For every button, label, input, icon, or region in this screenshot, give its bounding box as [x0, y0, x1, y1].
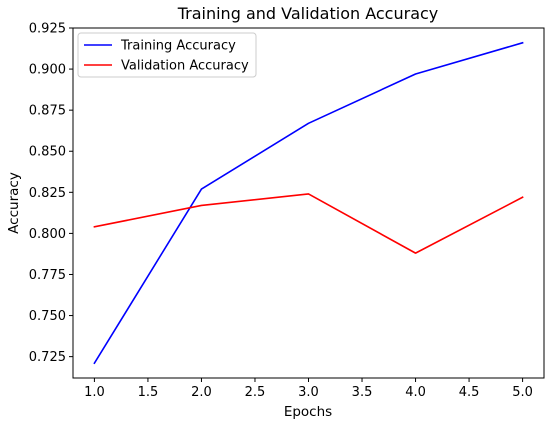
legend-label-validation: Validation Accuracy — [121, 59, 249, 74]
series-line-training — [93, 41, 524, 365]
x-tick-label: 1.5 — [138, 385, 159, 400]
y-tick-label: 0.925 — [29, 22, 66, 37]
x-tick-label: 1.0 — [84, 385, 105, 400]
x-tick-label: 4.0 — [405, 385, 426, 400]
y-tick-label: 0.850 — [29, 145, 66, 160]
y-tick-label: 0.775 — [29, 268, 66, 283]
y-tick-label: 0.900 — [29, 63, 66, 78]
y-axis-label: Accuracy — [6, 172, 22, 234]
x-tick-label: 3.5 — [352, 385, 373, 400]
x-axis-label: Epochs — [284, 404, 332, 420]
legend-box — [77, 32, 257, 78]
legend: Training Accuracy Validation Accuracy — [77, 32, 257, 78]
series-line-validation — [93, 193, 524, 254]
x-axis-ticks: 1.0 1.5 2.0 2.5 3.0 3.5 4.0 4.5 5.0 — [84, 378, 533, 400]
y-tick-label: 0.825 — [29, 186, 66, 201]
x-tick-label: 2.0 — [191, 385, 212, 400]
series-lines — [93, 41, 524, 365]
y-tick-label: 0.750 — [29, 309, 66, 324]
y-axis-ticks: 0.725 0.750 0.775 0.800 0.825 0.850 0.875 0.900… — [29, 22, 73, 365]
plot-area-frame — [72, 27, 545, 379]
chart-title: Training and Validation Accuracy — [177, 4, 439, 23]
x-tick-label: 4.5 — [459, 385, 480, 400]
x-tick-label: 2.5 — [245, 385, 266, 400]
y-tick-label: 0.800 — [29, 227, 66, 242]
x-tick-label: 5.0 — [512, 385, 533, 400]
x-tick-label: 3.0 — [298, 385, 319, 400]
y-tick-label: 0.875 — [29, 104, 66, 119]
legend-label-training: Training Accuracy — [120, 39, 236, 54]
y-tick-label: 0.725 — [29, 350, 66, 365]
